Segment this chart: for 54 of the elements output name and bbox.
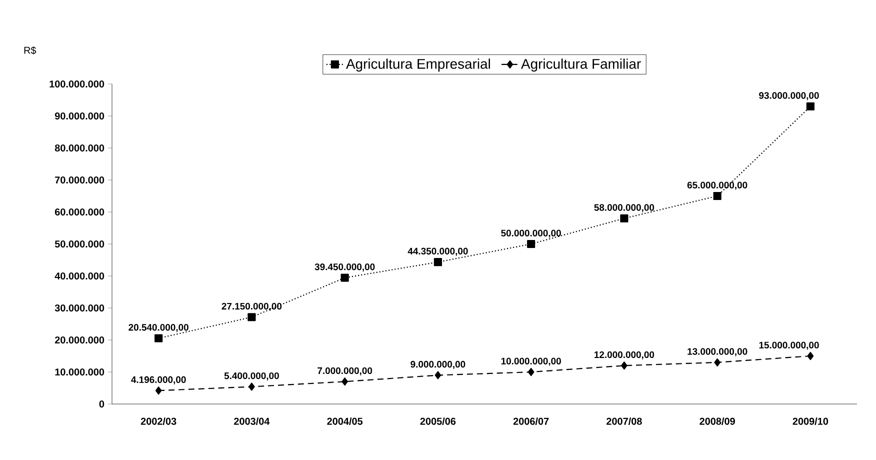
point: [714, 358, 720, 366]
y-tick-label: 90.000.000: [54, 112, 104, 120]
point: [340, 274, 349, 282]
y-tick-label: 20.000.000: [54, 336, 104, 344]
point: [248, 382, 255, 391]
y-tick-label: 60.000.000: [54, 208, 104, 216]
data-label: 50.000.000,00: [501, 230, 561, 238]
point: [527, 240, 536, 248]
x-tick-label: 2006/07: [513, 418, 549, 425]
point: [807, 352, 814, 360]
point: [621, 362, 628, 370]
x-tick-label: 2002/03: [140, 418, 176, 425]
data-label: 7.000.000,00: [318, 367, 372, 376]
point: [620, 214, 628, 222]
data-label: 13.000.000,00: [688, 348, 748, 356]
x-tick-label: 2004/05: [327, 418, 363, 425]
data-label: 4.196.000,00: [131, 376, 186, 384]
point: [154, 334, 163, 342]
point: [528, 368, 534, 376]
data-label: 44.350.000,00: [408, 248, 468, 256]
point: [155, 386, 162, 395]
data-label: 10.000.000,00: [501, 358, 561, 366]
data-label: 9.000.000,00: [410, 360, 466, 370]
x-tick-label: 2003/04: [234, 418, 270, 425]
data-label: 20.540.000,00: [128, 324, 188, 332]
data-label: 65.000.000,00: [687, 182, 748, 190]
y-tick-label: 80.000.000: [54, 144, 104, 152]
x-tick-label: 2008/09: [700, 418, 735, 425]
point: [806, 102, 814, 110]
y-tick-label: 100.000.000: [50, 80, 104, 88]
data-label: 5.400.000,00: [224, 372, 279, 381]
legend-label: Agricultura Familiar: [521, 58, 641, 72]
point: [434, 258, 442, 266]
y-tick-label: 0: [99, 400, 104, 408]
legend-label: Agricultura Empresarial: [346, 58, 490, 72]
data-label: 39.450.000,00: [314, 263, 375, 272]
y-tick-label: 50.000.000: [54, 240, 104, 248]
data-label: 12.000.000,00: [594, 351, 654, 360]
x-tick-label: 2007/08: [606, 418, 642, 425]
y-tick-label: 10.000.000: [55, 368, 104, 376]
y-tick-label: 40.000.000: [54, 272, 104, 280]
y-axis-title: R$: [24, 46, 36, 54]
y-tick-label: 30.000.000: [54, 304, 104, 312]
data-label: 27.150.000,00: [222, 302, 282, 311]
data-label: 58.000.000,00: [594, 204, 654, 212]
point: [713, 192, 722, 200]
point: [248, 313, 256, 322]
data-label: 15.000.000,00: [759, 342, 819, 350]
data-label: 93.000.000,00: [759, 92, 819, 100]
point: [342, 378, 348, 386]
y-tick-label: 70.000.000: [55, 176, 104, 184]
x-tick-label: 2005/06: [420, 418, 456, 425]
x-tick-label: 2009/10: [792, 418, 828, 425]
point: [434, 371, 442, 380]
